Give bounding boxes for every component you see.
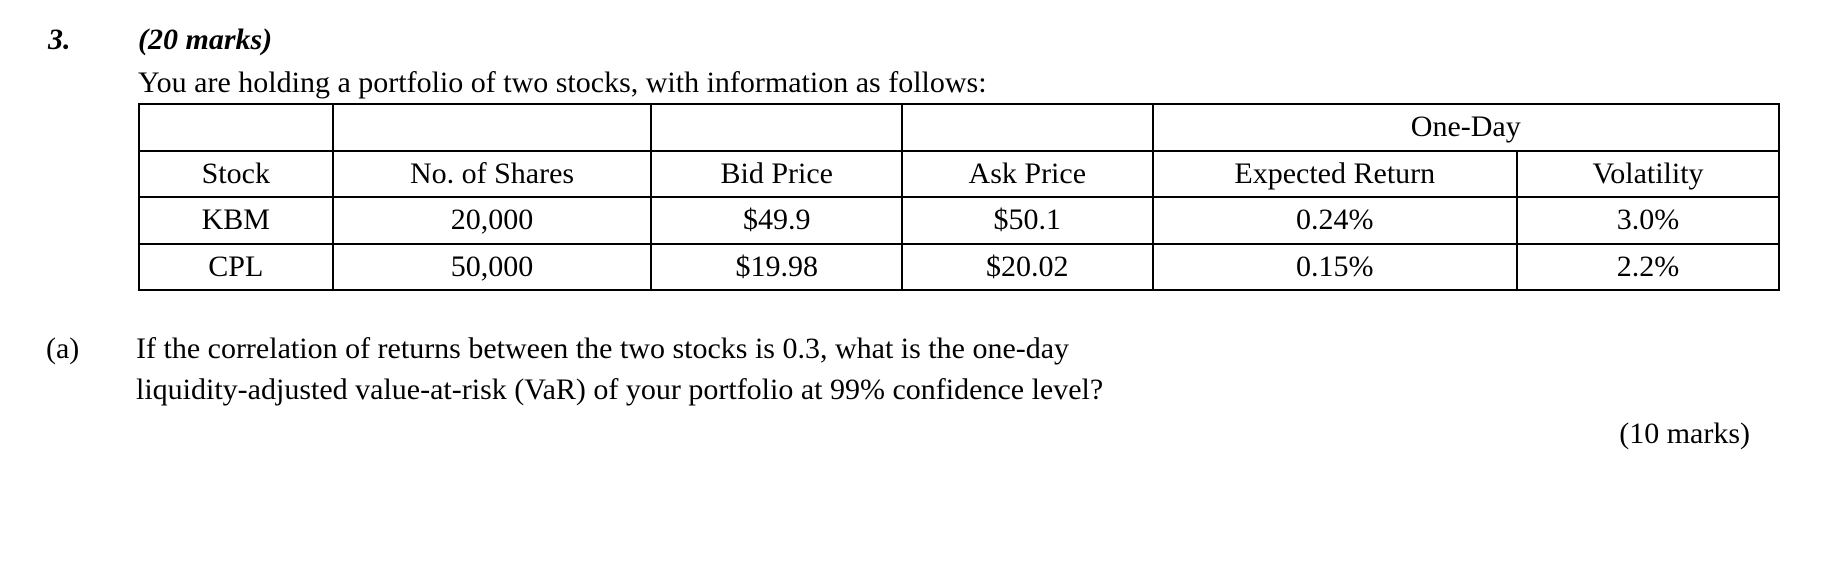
question-header-row: 3. (20 marks): [40, 20, 1780, 61]
table-row: CPL 50,000 $19.98 $20.02 0.15% 2.2%: [139, 244, 1779, 291]
blank-cell: [651, 104, 902, 151]
one-day-header: One-Day: [1153, 104, 1779, 151]
col-header-vol: Volatility: [1517, 151, 1779, 198]
cell-vol: 2.2%: [1517, 244, 1779, 291]
cell-ask: $50.1: [902, 197, 1153, 244]
col-header-ask: Ask Price: [902, 151, 1153, 198]
table-wrapper: One-Day Stock No. of Shares Bid Price As…: [138, 103, 1780, 291]
table-header-row-2: Stock No. of Shares Bid Price Ask Price …: [139, 151, 1779, 198]
question-intro-row: You are holding a portfolio of two stock…: [40, 61, 1780, 104]
table-header-row-1: One-Day: [139, 104, 1779, 151]
cell-shares: 20,000: [333, 197, 652, 244]
col-header-bid: Bid Price: [651, 151, 902, 198]
cell-stock: CPL: [139, 244, 333, 291]
part-a-marks-row: (10 marks): [40, 410, 1780, 455]
col-header-stock: Stock: [139, 151, 333, 198]
page: 3. (20 marks) You are holding a portfoli…: [0, 0, 1840, 572]
question-marks: (20 marks): [138, 23, 272, 56]
stock-table: One-Day Stock No. of Shares Bid Price As…: [138, 103, 1780, 291]
question-intro: You are holding a portfolio of two stock…: [138, 63, 1780, 104]
blank-cell: [139, 104, 333, 151]
question-number-cell: 3.: [40, 20, 138, 61]
spacer: [40, 291, 1780, 329]
cell-bid: $49.9: [651, 197, 902, 244]
table-row-container: One-Day Stock No. of Shares Bid Price As…: [40, 103, 1780, 291]
part-a-row2: liquidity-adjusted value-at-risk (VaR) o…: [40, 370, 1780, 411]
blank-cell: [333, 104, 652, 151]
cell-return: 0.24%: [1153, 197, 1517, 244]
table-row: KBM 20,000 $49.9 $50.1 0.24% 3.0%: [139, 197, 1779, 244]
part-a-line1: If the correlation of returns between th…: [136, 329, 1780, 370]
part-a-row1: (a) If the correlation of returns betwee…: [40, 329, 1780, 370]
cell-bid: $19.98: [651, 244, 902, 291]
cell-vol: 3.0%: [1517, 197, 1779, 244]
question-number: 3.: [48, 23, 71, 56]
blank-cell: [902, 104, 1153, 151]
cell-ask: $20.02: [902, 244, 1153, 291]
col-header-shares: No. of Shares: [333, 151, 652, 198]
cell-shares: 50,000: [333, 244, 652, 291]
part-a-line2: liquidity-adjusted value-at-risk (VaR) o…: [136, 370, 1780, 411]
question-header-body: (20 marks): [138, 20, 1780, 61]
part-a-label: (a): [40, 329, 136, 370]
cell-stock: KBM: [139, 197, 333, 244]
col-header-return: Expected Return: [1153, 151, 1517, 198]
cell-return: 0.15%: [1153, 244, 1517, 291]
part-a-marks: (10 marks): [136, 414, 1780, 455]
